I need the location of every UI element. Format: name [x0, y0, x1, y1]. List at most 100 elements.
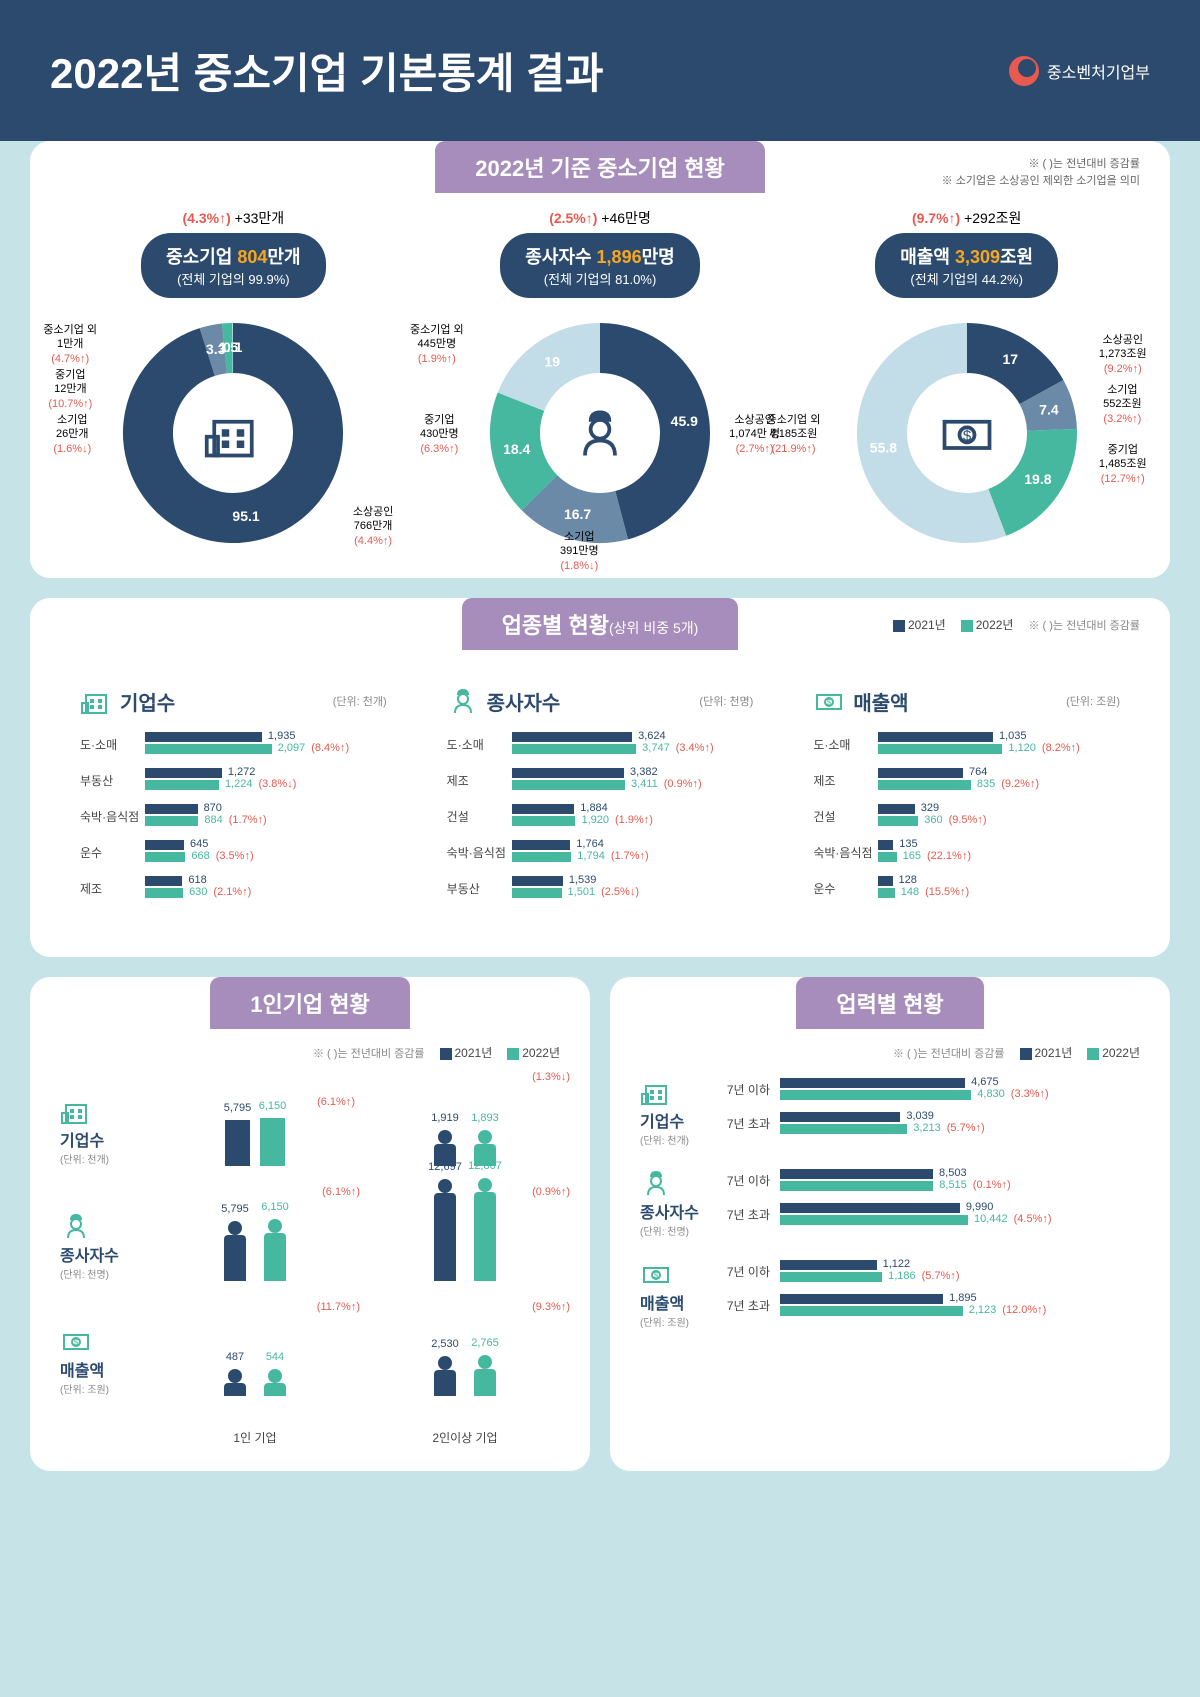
age-row: 7년 이하 4,675 4,830(3.3%↑)	[720, 1078, 1140, 1102]
age-row: 7년 초과 9,990 10,442(4.5%↑)	[720, 1203, 1140, 1227]
page-title: 2022년 중소기업 기본통계 결과	[50, 40, 603, 101]
logo-icon	[1009, 56, 1039, 86]
section-age: 업력별 현황 ※ ( )는 전년대비 증감률 2021년 2022년 기업수(단…	[610, 977, 1170, 1471]
org-logo: 중소벤처기업부	[1009, 56, 1150, 86]
slice-label: 중기업430만명(6.3%↑)	[420, 413, 459, 456]
solo-row: 기업수(단위: 천개) 5,795 6,150 (6.1%↑) 1,919 1,…	[60, 1076, 560, 1166]
bar-row: 운수 645 668(3.5%↑)	[80, 840, 387, 864]
donut-pill: 중소기업 804만개 (전체 기업의 99.9%)	[141, 233, 325, 298]
donut-2: (9.7%↑) +292조원 매출액 3,309조원 (전체 기업의 44.2%…	[793, 208, 1140, 553]
bar-2021: 128	[878, 876, 892, 886]
legend-age: ※ ( )는 전년대비 증감률 2021년 2022년	[640, 1044, 1140, 1061]
building-icon	[203, 403, 263, 463]
bar-2022: 835(9.2%↑)	[878, 780, 970, 790]
bar-2022: 1,501(2.5%↓)	[512, 888, 562, 898]
bar-row: 제조 3,382 3,411(0.9%↑)	[447, 768, 754, 792]
bar-2021: 1,539	[512, 876, 563, 886]
vbar-group: 5,795 6,150 (6.1%↑)	[160, 1076, 350, 1166]
age-row: 7년 초과 1,895 2,123(12.0%↑)	[720, 1294, 1140, 1318]
slice-label: 중소기업 외4,185조원(21.9%↑)	[767, 413, 821, 456]
bar-2022: 3,411(0.9%↑)	[512, 780, 625, 790]
bar-2022: 1,794(1.7%↑)	[512, 852, 572, 862]
vbar-group: 2,530 2,765 (9.3%↑)	[370, 1306, 560, 1396]
bar-2022: 148(15.5%↑)	[878, 888, 894, 898]
legend-industry: 2021년 2022년 ※ ( )는 전년대비 증감률	[893, 616, 1140, 633]
bar-chart-종사자수: 종사자수(단위: 천명) 도·소매 3,624 3,747(3.4%↑) 제조 …	[427, 665, 774, 932]
age-group: $매출액(단위: 조원) 7년 이하 1,122 1,186(5.7%↑) 7년…	[640, 1258, 1140, 1329]
bar-2021: 1,272	[145, 768, 222, 778]
money-icon: $	[60, 1325, 92, 1357]
building-icon	[80, 685, 112, 717]
bar-2022: 360(9.5%↑)	[878, 816, 918, 826]
slice-label: 소기업391만명(1.8%↓)	[560, 530, 599, 573]
page-header: 2022년 중소기업 기본통계 결과 중소벤처기업부	[0, 0, 1200, 141]
bar-2022: 1,120(8.2%↑)	[878, 744, 1002, 754]
bar-2022: 1,224(3.8%↓)	[145, 780, 219, 790]
bar-2021: 645	[145, 840, 184, 850]
money-icon: $	[937, 403, 997, 463]
slice-value: 16.7	[564, 506, 591, 522]
vbar-group: 1,919 1,893 (1.3%↓)	[370, 1076, 560, 1166]
bar-row: 도·소매 1,935 2,097(8.4%↑)	[80, 732, 387, 756]
slice-label: 소기업552조원(3.2%↑)	[1103, 383, 1142, 426]
bar-chart-기업수: 기업수(단위: 천개) 도·소매 1,935 2,097(8.4%↑) 부동산 …	[60, 665, 407, 932]
age-row: 7년 초과 3,039 3,213(5.7%↑)	[720, 1112, 1140, 1136]
bar-2021: 870	[145, 804, 198, 814]
donut-pill: 종사자수 1,896만명 (전체 기업의 81.0%)	[500, 233, 699, 298]
slice-label: 중소기업 외445만명(1.9%↑)	[410, 323, 464, 366]
svg-text:$: $	[963, 428, 972, 445]
slice-value: 7.4	[1039, 401, 1059, 417]
slice-value: 95.1	[233, 508, 260, 524]
building-icon	[60, 1095, 92, 1127]
svg-text:$: $	[827, 698, 832, 707]
slice-value: 17	[1002, 351, 1018, 367]
legend-solo: ※ ( )는 전년대비 증감률 2021년 2022년	[60, 1044, 560, 1061]
solo-row: $매출액(단위: 조원) 487 544 (11.7%↑) 2,530 2,76…	[60, 1306, 560, 1396]
slice-label: 중기업12만개(10.7%↑)	[48, 368, 92, 411]
bar-row: 제조 764 835(9.2%↑)	[813, 768, 1120, 792]
svg-text:$: $	[74, 1338, 79, 1347]
bar-2022: 2,097(8.4%↑)	[145, 744, 272, 754]
worker-icon	[570, 403, 630, 463]
bar-2022: 630(2.1%↑)	[145, 888, 183, 898]
bar-2022: 3,747(3.4%↑)	[512, 744, 637, 754]
section-tab-solo: 1인기업 현황	[210, 977, 410, 1029]
org-name: 중소벤처기업부	[1047, 59, 1150, 83]
solo-row: 종사자수(단위: 천명) 5,795 6,150 (6.1%↑) 12,697 …	[60, 1191, 560, 1281]
bar-row: 부동산 1,272 1,224(3.8%↓)	[80, 768, 387, 792]
bar-2021: 135	[878, 840, 893, 850]
section-status: 2022년 기준 중소기업 현황 ※ ( )는 전년대비 증감률 ※ 소기업은 …	[30, 141, 1170, 578]
donut-1: (2.5%↑) +46만명 종사자수 1,896만명 (전체 기업의 81.0%…	[427, 208, 774, 553]
bar-row: 운수 128 148(15.5%↑)	[813, 876, 1120, 900]
slice-value: 55.8	[869, 439, 896, 455]
bar-2022: 668(3.5%↑)	[145, 852, 185, 862]
slice-label: 중소기업 외1만개(4.7%↑)	[43, 323, 97, 366]
money-icon: $	[640, 1258, 672, 1290]
bar-2022: 884(1.7%↑)	[145, 816, 198, 826]
section-tab-age: 업력별 현황	[796, 977, 983, 1029]
slice-label: 소상공인1,273조원(9.2%↑)	[1099, 333, 1147, 376]
bar-row: 숙박·음식점 1,764 1,794(1.7%↑)	[447, 840, 754, 864]
age-group: 기업수(단위: 천개) 7년 이하 4,675 4,830(3.3%↑) 7년 …	[640, 1076, 1140, 1147]
vbar-group: 487 544 (11.7%↑)	[160, 1306, 350, 1396]
bar-row: 숙박·음식점 135 165(22.1%↑)	[813, 840, 1120, 864]
bar-2021: 764	[878, 768, 963, 778]
worker-icon	[640, 1167, 672, 1199]
worker-icon	[60, 1210, 92, 1242]
section-industry: 업종별 현황(상위 비중 5개) 2021년 2022년 ※ ( )는 전년대비…	[30, 598, 1170, 957]
bar-2022: 1,920(1.9%↑)	[512, 816, 576, 826]
building-icon	[640, 1076, 672, 1108]
donut-pill: 매출액 3,309조원 (전체 기업의 44.2%)	[875, 233, 1058, 298]
slice-value: 45.9	[671, 413, 698, 429]
bar-row: 제조 618 630(2.1%↑)	[80, 876, 387, 900]
bar-2021: 1,935	[145, 732, 262, 742]
bar-2021: 618	[145, 876, 182, 886]
vbar-group: 5,795 6,150 (6.1%↑)	[160, 1191, 350, 1281]
section1-notes: ※ ( )는 전년대비 증감률 ※ 소기업은 소상공인 제외한 소기업을 의미	[942, 156, 1140, 189]
bar-row: 건설 329 360(9.5%↑)	[813, 804, 1120, 828]
slice-label: 중기업1,485조원(12.7%↑)	[1099, 443, 1147, 486]
bar-row: 건설 1,884 1,920(1.9%↑)	[447, 804, 754, 828]
bar-row: 도·소매 1,035 1,120(8.2%↑)	[813, 732, 1120, 756]
money-icon: $	[813, 685, 845, 717]
vbar-group: 12,697 12,807 (0.9%↑)	[370, 1191, 560, 1281]
